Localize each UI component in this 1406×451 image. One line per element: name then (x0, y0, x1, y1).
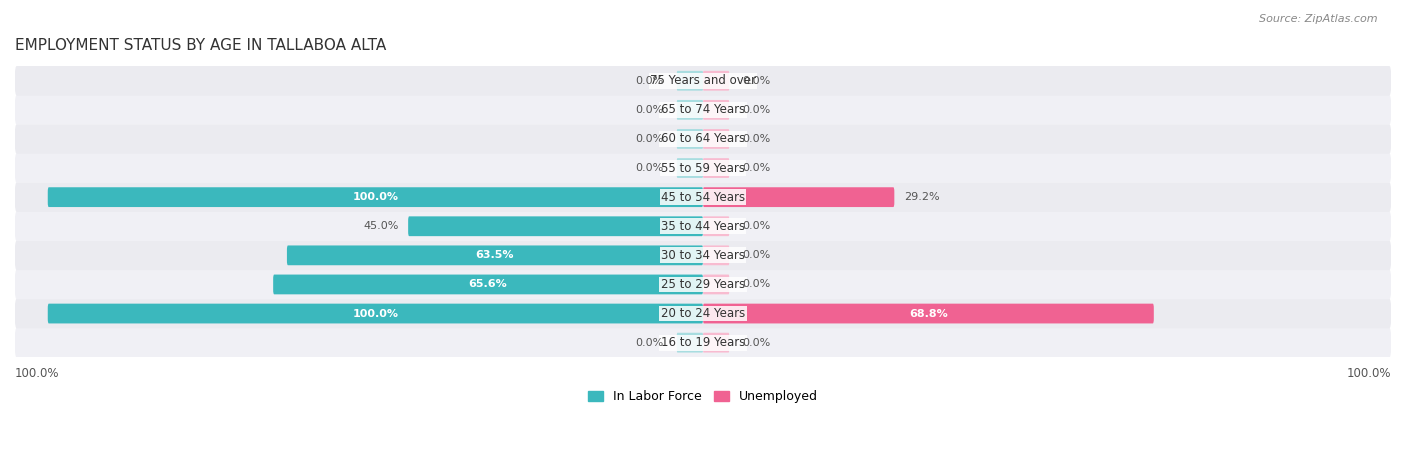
Text: 0.0%: 0.0% (636, 163, 664, 173)
FancyBboxPatch shape (48, 304, 703, 323)
Text: 60 to 64 Years: 60 to 64 Years (661, 133, 745, 146)
FancyBboxPatch shape (15, 95, 1391, 125)
Text: 65 to 74 Years: 65 to 74 Years (661, 103, 745, 116)
Text: 45 to 54 Years: 45 to 54 Years (661, 191, 745, 204)
FancyBboxPatch shape (15, 240, 1391, 270)
FancyBboxPatch shape (703, 216, 730, 236)
Text: 0.0%: 0.0% (742, 163, 770, 173)
Text: 100.0%: 100.0% (353, 192, 398, 202)
FancyBboxPatch shape (676, 333, 703, 353)
Text: 29.2%: 29.2% (904, 192, 939, 202)
Text: 0.0%: 0.0% (636, 134, 664, 144)
Text: 0.0%: 0.0% (636, 105, 664, 115)
Text: 100.0%: 100.0% (353, 308, 398, 318)
Text: 100.0%: 100.0% (1347, 368, 1391, 380)
FancyBboxPatch shape (703, 129, 730, 149)
Text: 16 to 19 Years: 16 to 19 Years (661, 336, 745, 349)
FancyBboxPatch shape (408, 216, 703, 236)
FancyBboxPatch shape (703, 333, 730, 353)
Text: 30 to 34 Years: 30 to 34 Years (661, 249, 745, 262)
FancyBboxPatch shape (676, 71, 703, 91)
Text: 0.0%: 0.0% (636, 76, 664, 86)
Text: 0.0%: 0.0% (742, 280, 770, 290)
Text: 0.0%: 0.0% (742, 134, 770, 144)
Text: 55 to 59 Years: 55 to 59 Years (661, 161, 745, 175)
FancyBboxPatch shape (676, 129, 703, 149)
FancyBboxPatch shape (15, 328, 1391, 358)
FancyBboxPatch shape (15, 212, 1391, 241)
Text: 75 Years and over: 75 Years and over (650, 74, 756, 87)
FancyBboxPatch shape (703, 187, 894, 207)
Text: 0.0%: 0.0% (742, 105, 770, 115)
Text: 0.0%: 0.0% (742, 338, 770, 348)
FancyBboxPatch shape (15, 299, 1391, 328)
Text: 0.0%: 0.0% (742, 221, 770, 231)
FancyBboxPatch shape (703, 100, 730, 120)
FancyBboxPatch shape (15, 270, 1391, 299)
Text: 63.5%: 63.5% (475, 250, 515, 260)
FancyBboxPatch shape (703, 71, 730, 91)
FancyBboxPatch shape (15, 66, 1391, 96)
FancyBboxPatch shape (676, 158, 703, 178)
Text: 0.0%: 0.0% (742, 76, 770, 86)
Text: 0.0%: 0.0% (636, 338, 664, 348)
Text: 35 to 44 Years: 35 to 44 Years (661, 220, 745, 233)
FancyBboxPatch shape (48, 187, 703, 207)
FancyBboxPatch shape (15, 153, 1391, 183)
Text: 25 to 29 Years: 25 to 29 Years (661, 278, 745, 291)
Text: 68.8%: 68.8% (910, 308, 948, 318)
Text: EMPLOYMENT STATUS BY AGE IN TALLABOA ALTA: EMPLOYMENT STATUS BY AGE IN TALLABOA ALT… (15, 37, 387, 53)
FancyBboxPatch shape (15, 182, 1391, 212)
Text: 0.0%: 0.0% (742, 250, 770, 260)
Text: 20 to 24 Years: 20 to 24 Years (661, 307, 745, 320)
Text: Source: ZipAtlas.com: Source: ZipAtlas.com (1260, 14, 1378, 23)
Text: 45.0%: 45.0% (363, 221, 398, 231)
FancyBboxPatch shape (287, 245, 703, 265)
Text: 65.6%: 65.6% (468, 280, 508, 290)
FancyBboxPatch shape (703, 304, 1154, 323)
FancyBboxPatch shape (703, 158, 730, 178)
FancyBboxPatch shape (703, 275, 730, 295)
Legend: In Labor Force, Unemployed: In Labor Force, Unemployed (588, 390, 818, 403)
Text: 100.0%: 100.0% (15, 368, 59, 380)
FancyBboxPatch shape (703, 245, 730, 265)
FancyBboxPatch shape (273, 275, 703, 295)
FancyBboxPatch shape (15, 124, 1391, 154)
FancyBboxPatch shape (676, 100, 703, 120)
